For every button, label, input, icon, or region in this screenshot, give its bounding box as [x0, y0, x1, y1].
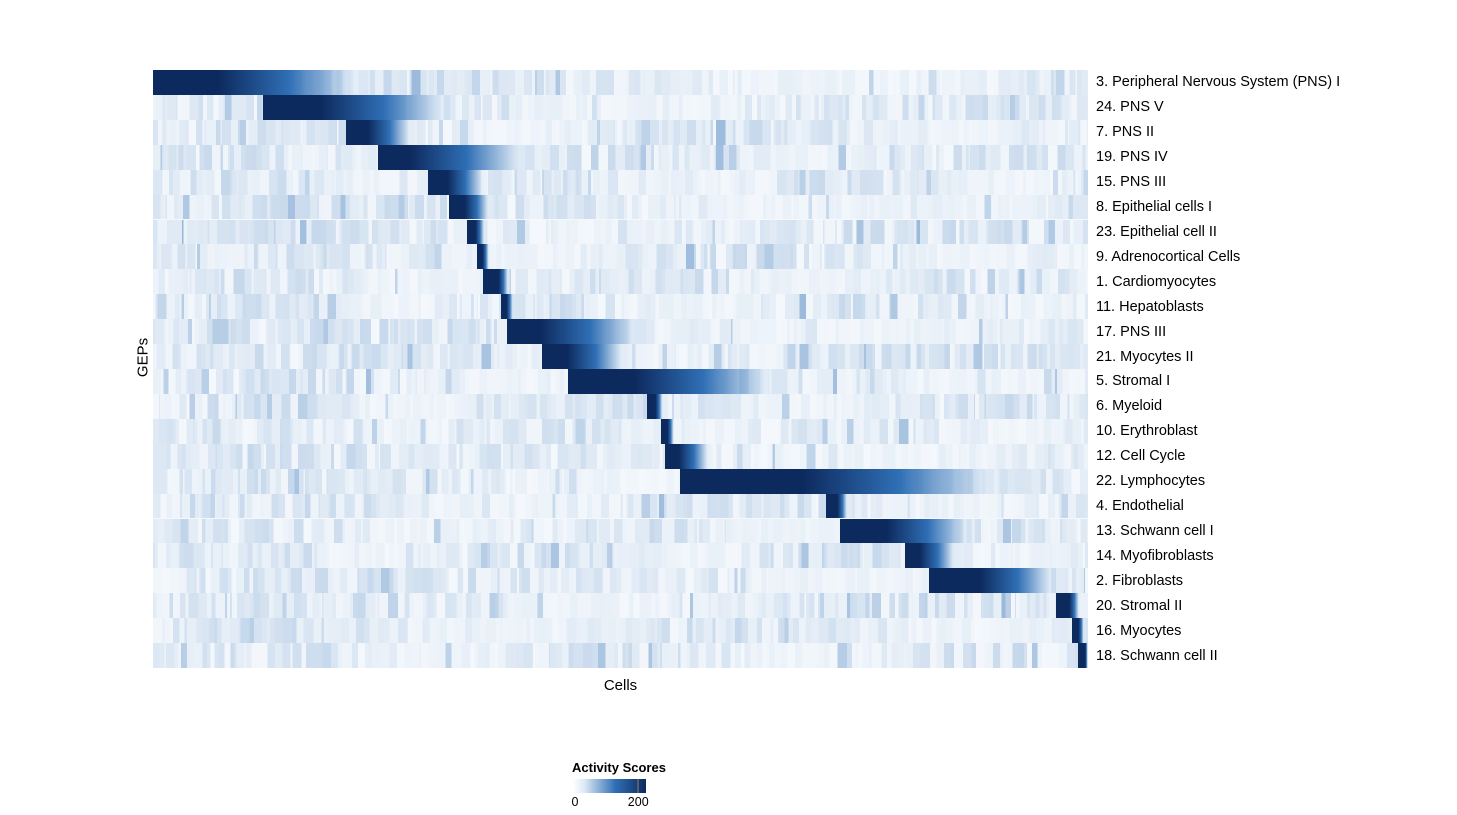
- heatmap-row-background: [153, 269, 1088, 295]
- heatmap-row-background: [153, 618, 1088, 644]
- heatmap-hot-block: [660, 418, 675, 444]
- heatmap-row: [153, 369, 1088, 394]
- gep-row-label: 12. Cell Cycle: [1096, 448, 1186, 465]
- heatmap-row: [153, 643, 1088, 668]
- heatmap-hot-block: [646, 393, 664, 419]
- gep-row-label: 15. PNS III: [1096, 174, 1167, 191]
- gep-row-label: 1. Cardiomyocytes: [1096, 273, 1217, 290]
- heatmap-hot-block: [378, 144, 546, 170]
- heatmap-hot-block: [541, 344, 635, 369]
- heatmap-hot-block: [929, 568, 1070, 594]
- heatmap-hot-block: [153, 70, 387, 95]
- heatmap-row-background: [153, 443, 1088, 469]
- legend-title: Activity Scores: [572, 760, 666, 775]
- heatmap-hot-block: [449, 194, 495, 220]
- gep-row-label: 8. Epithelial cells I: [1096, 199, 1213, 216]
- gep-row-label: 22. Lymphocytes: [1096, 473, 1206, 490]
- heatmap-row: [153, 244, 1088, 270]
- heatmap-row-background: [153, 244, 1088, 270]
- x-axis-label: Cells: [603, 677, 638, 694]
- heatmap-hot-block: [568, 369, 799, 394]
- heatmap-row-background: [153, 393, 1088, 419]
- gep-row-label: 13. Schwann cell I: [1096, 522, 1214, 539]
- gep-row-label: 10. Erythroblast: [1096, 423, 1198, 440]
- heatmap-hot-block: [427, 169, 490, 195]
- heatmap-row-background: [153, 294, 1088, 320]
- heatmap-grid: [153, 70, 1088, 668]
- heatmap-row: [153, 393, 1088, 419]
- heatmap-hot-block: [263, 94, 471, 120]
- heatmap-hot-block: [1077, 643, 1088, 668]
- gep-row-label: 18. Schwann cell II: [1096, 647, 1218, 664]
- gep-row-label: 9. Adrenocortical Cells: [1096, 248, 1241, 265]
- heatmap-row: [153, 294, 1088, 320]
- heatmap-row: [153, 518, 1088, 544]
- gep-row-label: 20. Stromal II: [1096, 597, 1183, 614]
- gep-row-label: 14. Myofibroblasts: [1096, 547, 1214, 564]
- heatmap-hot-block: [476, 244, 490, 270]
- heatmap-hot-block: [904, 543, 962, 569]
- heatmap-row-background: [153, 643, 1088, 668]
- heatmap-row-background: [153, 219, 1088, 245]
- heatmap-hot-block: [467, 219, 486, 245]
- heatmap-row: [153, 319, 1088, 345]
- heatmap-row: [153, 493, 1088, 519]
- heatmap-hot-block: [680, 468, 1032, 494]
- heatmap-row: [153, 443, 1088, 469]
- heatmap-hot-block: [483, 269, 511, 295]
- y-axis-label: GEPs: [134, 337, 152, 378]
- heatmap-row: [153, 169, 1088, 195]
- gep-row-label: 19. PNS IV: [1096, 149, 1168, 166]
- gep-row-label: 2. Fibroblasts: [1096, 572, 1184, 589]
- colorbar-legend: Activity Scores 0 200: [570, 760, 770, 815]
- gep-row-label: 5. Stromal I: [1096, 373, 1171, 390]
- heatmap-hot-block: [507, 319, 658, 345]
- heatmap-hot-block: [500, 294, 514, 320]
- heatmap-row: [153, 70, 1088, 95]
- heatmap-row: [153, 618, 1088, 644]
- gep-row-labels: 3. Peripheral Nervous System (PNS) I 24. …: [1096, 70, 1446, 668]
- gep-row-label: 23. Epithelial cell II: [1096, 223, 1217, 240]
- heatmap-row: [153, 119, 1088, 145]
- heatmap-row-background: [153, 119, 1088, 145]
- colorbar-gradient: [573, 779, 646, 793]
- gep-row-label: 6. Myeloid: [1096, 398, 1163, 415]
- heatmap-row-background: [153, 144, 1088, 170]
- heatmap-row: [153, 543, 1088, 569]
- heatmap-row: [153, 194, 1088, 220]
- gep-row-label: 24. PNS V: [1096, 99, 1164, 116]
- colorbar-tick-label: 0: [571, 795, 579, 809]
- gep-row-label: 7. PNS II: [1096, 124, 1155, 141]
- heatmap-hot-block: [345, 119, 420, 145]
- heatmap-row: [153, 144, 1088, 170]
- colorbar-tick-label: 200: [627, 795, 649, 809]
- heatmap-row: [153, 94, 1088, 120]
- heatmap-row: [153, 344, 1088, 369]
- heatmap-row-background: [153, 418, 1088, 444]
- heatmap-row: [153, 468, 1088, 494]
- gep-row-label: 17. PNS III: [1096, 323, 1167, 340]
- gep-row-label: 11. Hepatoblasts: [1096, 298, 1204, 315]
- heatmap-row: [153, 418, 1088, 444]
- gep-row-label: 4. Endothelial: [1096, 498, 1184, 515]
- heatmap-hot-block: [1072, 618, 1086, 644]
- heatmap-hot-block: [840, 518, 986, 544]
- gep-row-label: 21. Myocytes II: [1096, 348, 1194, 365]
- heatmap-row-background: [153, 194, 1088, 220]
- heatmap-row: [153, 568, 1088, 594]
- colorbar-tick-mark: [637, 779, 639, 793]
- gep-row-label: 3. Peripheral Nervous System (PNS) I: [1096, 74, 1341, 91]
- heatmap-row: [153, 593, 1088, 619]
- heatmap-hot-block: [1056, 593, 1081, 619]
- heatmap-row-background: [153, 593, 1088, 619]
- gep-row-label: 16. Myocytes: [1096, 622, 1182, 639]
- heatmap-hot-block: [826, 493, 849, 519]
- heatmap-row-background: [153, 493, 1088, 519]
- heatmap-row: [153, 269, 1088, 295]
- heatmap-row-background: [153, 169, 1088, 195]
- heatmap-hot-block: [665, 443, 714, 469]
- heatmap-row: [153, 219, 1088, 245]
